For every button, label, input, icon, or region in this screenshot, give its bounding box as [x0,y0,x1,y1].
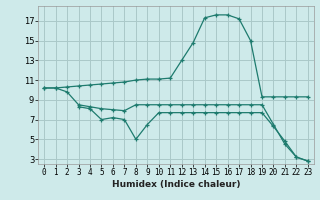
X-axis label: Humidex (Indice chaleur): Humidex (Indice chaleur) [112,180,240,189]
